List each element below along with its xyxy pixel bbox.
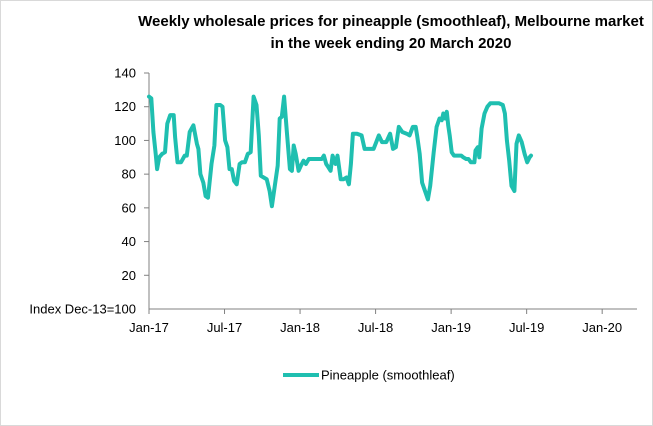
x-tick-label: Jul-18 [358,320,393,335]
chart-title: Weekly wholesale prices for pineapple (s… [138,13,644,52]
x-tick-label: Jan-19 [431,320,471,335]
y-axis-label: Index Dec-13=100 [29,302,136,317]
y-tick-label: 80 [122,167,136,182]
legend-label: Pineapple (smoothleaf) [321,368,455,383]
y-tick-label: 40 [122,234,136,249]
x-tick-label: Jan-17 [129,320,169,335]
series-line [147,94,533,209]
y-tick-label: 100 [114,133,136,148]
y-tick-label: 60 [122,200,136,215]
x-tick-label: Jan-20 [582,320,622,335]
y-tick-label: 120 [114,99,136,114]
y-tick-label: 20 [122,268,136,283]
x-tick-label: Jul-17 [207,320,242,335]
x-tick-label: Jul-19 [509,320,544,335]
x-tick-label: Jan-18 [280,320,320,335]
y-tick-label: 140 [114,66,136,81]
